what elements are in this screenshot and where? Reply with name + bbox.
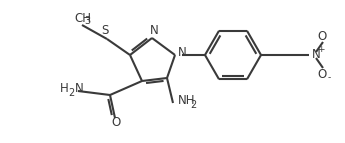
Text: N: N [75, 83, 83, 96]
Text: H: H [60, 83, 68, 96]
Text: O: O [317, 29, 327, 42]
Text: +: + [317, 44, 325, 53]
Text: O: O [317, 67, 327, 81]
Text: O: O [111, 117, 121, 130]
Text: S: S [101, 24, 109, 37]
Text: 2: 2 [190, 100, 196, 110]
Text: CH: CH [74, 11, 91, 24]
Text: NH: NH [178, 95, 196, 108]
Text: 2: 2 [68, 88, 74, 98]
Text: N: N [312, 48, 321, 61]
Text: 3: 3 [84, 16, 90, 26]
Text: N: N [178, 46, 186, 59]
Text: N: N [150, 23, 158, 36]
Text: -: - [327, 74, 331, 83]
